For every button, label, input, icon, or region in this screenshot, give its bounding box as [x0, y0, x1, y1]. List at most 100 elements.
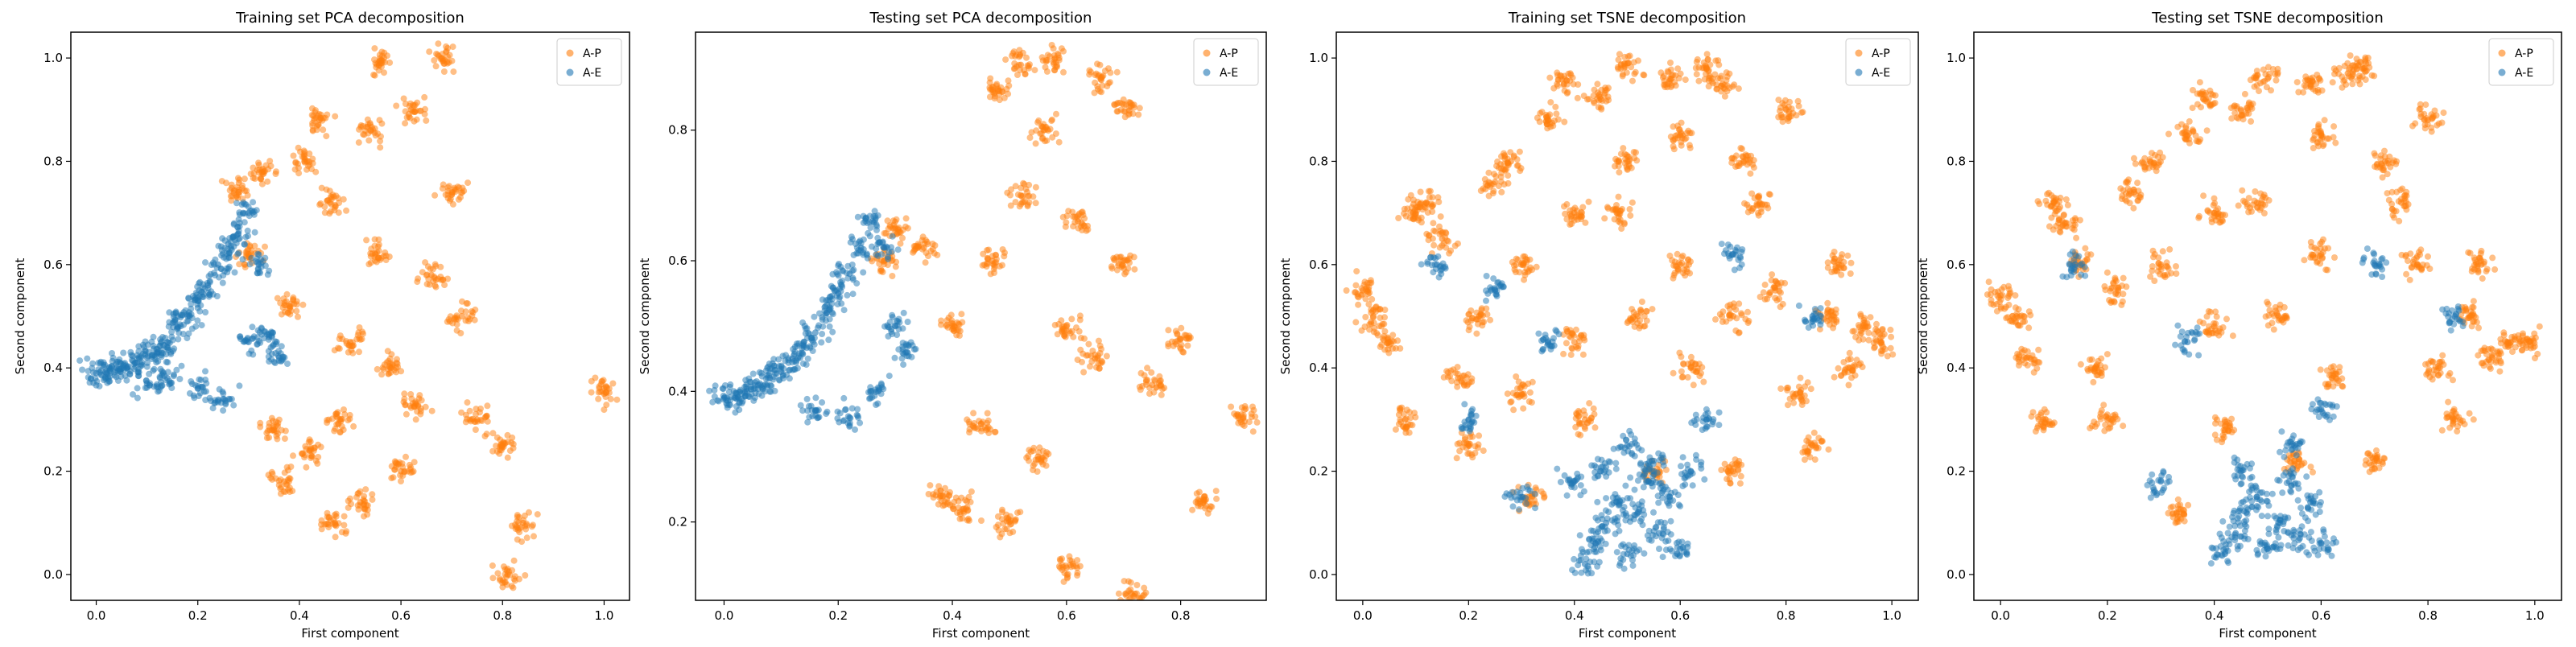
x-tick-label: 0.2 [828, 608, 848, 623]
data-point [1067, 330, 1074, 336]
data-point [1575, 216, 1581, 223]
data-point [1079, 359, 1085, 365]
data-point [1654, 469, 1661, 476]
data-point [1073, 563, 1080, 569]
data-point [514, 512, 521, 518]
data-point [745, 376, 752, 382]
data-point [1556, 331, 1563, 337]
x-tick-label: 0.4 [1565, 608, 1584, 623]
data-point [504, 582, 510, 588]
data-point [2036, 200, 2042, 207]
data-point [1408, 192, 1414, 199]
data-point [1567, 333, 1573, 340]
data-point [1102, 68, 1108, 74]
data-point [1003, 512, 1009, 518]
data-point [258, 176, 264, 183]
data-point [890, 233, 896, 240]
data-point [949, 323, 956, 329]
data-point [828, 293, 835, 299]
data-point [301, 159, 308, 165]
data-point [596, 389, 602, 396]
data-point [1561, 204, 1567, 210]
data-point [835, 291, 841, 297]
data-point [1580, 335, 1587, 341]
data-point [1060, 69, 1067, 76]
data-point [1132, 591, 1138, 597]
data-point [249, 324, 255, 330]
data-point [2104, 351, 2111, 357]
data-point [1239, 404, 1245, 410]
data-point [852, 427, 858, 433]
data-point [1013, 199, 1019, 205]
data-point [224, 266, 230, 272]
data-point [1200, 499, 1207, 505]
data-point [881, 230, 888, 237]
y-tick-label: 0.4 [668, 384, 687, 398]
data-point [1617, 555, 1624, 562]
data-point [447, 52, 453, 59]
data-point [1630, 563, 1637, 569]
data-point [2042, 198, 2049, 204]
data-point [1646, 537, 1653, 543]
data-point [1401, 210, 1407, 216]
data-point [1053, 111, 1059, 117]
data-point [220, 280, 226, 286]
data-point [855, 214, 861, 220]
data-point [1805, 449, 1811, 455]
data-point [2120, 275, 2127, 282]
data-point [315, 442, 321, 448]
data-point [2130, 205, 2136, 212]
data-point [231, 220, 237, 227]
data-point [1527, 389, 1534, 396]
y-tick-label: 0.2 [43, 464, 63, 479]
data-point [1682, 76, 1689, 83]
chart-title: Testing set PCA decomposition [869, 10, 1092, 27]
data-point [123, 377, 130, 384]
data-point [987, 76, 993, 82]
legend-marker [1203, 69, 1211, 76]
data-point [1455, 375, 1461, 381]
data-point [2041, 406, 2048, 413]
data-point [1571, 478, 1578, 484]
data-point [369, 497, 376, 503]
data-point [2124, 179, 2131, 186]
data-point [759, 373, 766, 380]
data-point [956, 332, 963, 339]
data-point [489, 563, 496, 569]
data-point [268, 344, 275, 351]
data-point [1764, 296, 1770, 303]
data-point [1778, 279, 1785, 286]
data-point [2107, 288, 2114, 295]
data-point [171, 345, 177, 352]
data-point [2051, 200, 2058, 206]
y-axis-label: Second component [1278, 258, 1293, 374]
data-point [447, 197, 453, 204]
data-point [1066, 553, 1072, 559]
data-point [1625, 318, 1632, 324]
data-point [2149, 263, 2156, 270]
data-point [520, 520, 526, 526]
data-point [1467, 324, 1473, 330]
data-point [255, 262, 262, 268]
data-point [1578, 482, 1584, 488]
data-point [407, 101, 414, 107]
data-point [807, 344, 813, 350]
data-point [1568, 345, 1575, 352]
data-point [252, 229, 258, 236]
data-point [786, 367, 793, 373]
data-point [413, 401, 419, 407]
data-point [1687, 365, 1694, 371]
data-point [893, 263, 899, 270]
x-tick-label: 0.0 [1353, 608, 1373, 623]
data-point [1406, 409, 1413, 415]
data-point [849, 262, 856, 268]
data-point [1657, 485, 1664, 492]
data-point [750, 398, 757, 404]
data-point [2149, 150, 2155, 156]
data-point [1613, 499, 1620, 505]
data-point [1081, 215, 1088, 221]
data-point [1664, 84, 1670, 90]
data-point [1517, 149, 1523, 155]
data-point [781, 365, 787, 372]
data-point [804, 396, 811, 402]
